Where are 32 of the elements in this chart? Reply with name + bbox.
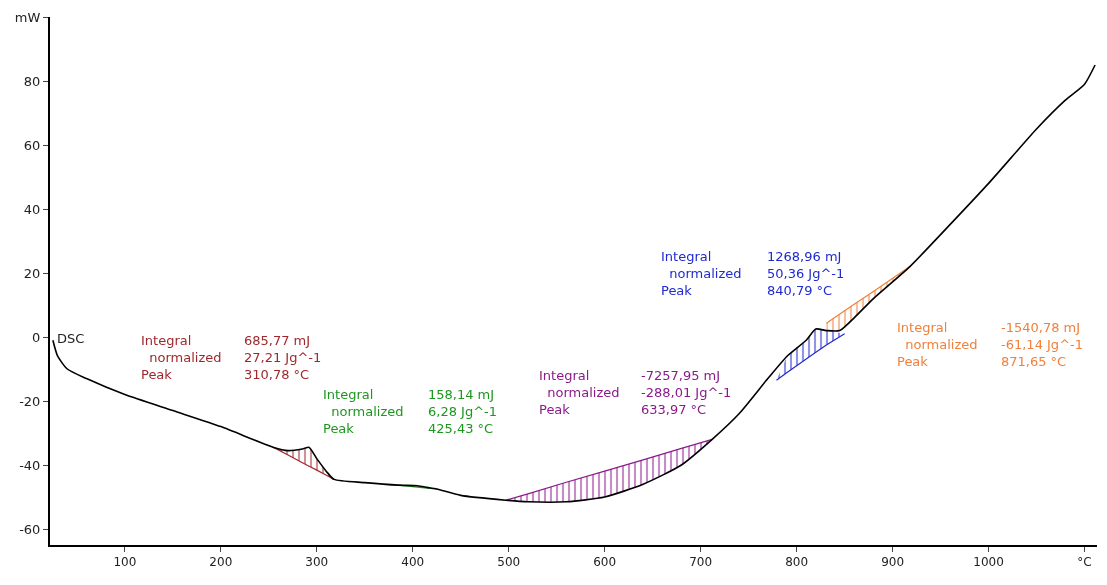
annotation: Integral normalized Peak [323,387,404,436]
annotation: Integral normalized Peak [141,333,222,382]
x-tick-label: 400 [401,555,425,570]
annotation: Integral normalized Peak [897,320,978,369]
y-tick-label: 80 [23,73,41,89]
x-tick-label: 100 [113,555,137,570]
y-tick-label: 0 [32,329,41,345]
annotation: 1268,96 mJ 50,36 Jg^-1 840,79 °C [767,249,845,298]
x-tick-label: 600 [593,555,617,570]
x-tick-label: 700 [689,555,713,570]
x-tick-label: 300 [305,555,329,570]
y-tick-label: -60 [19,521,41,537]
y-tick-label: 20 [23,265,41,281]
series-label: DSC [57,331,85,346]
x-tick-label: 1000 [973,555,1004,570]
annotation: Integral normalized Peak [661,249,742,298]
x-tick-label: 800 [785,555,809,570]
annotation: -7257,95 mJ -288,01 Jg^-1 633,97 °C [641,368,732,417]
y-tick-label: mW [14,9,41,25]
y-tick-label: -40 [19,457,41,473]
y-tick-label: -20 [19,393,41,409]
y-tick-label: 60 [23,137,41,153]
x-tick-label: 500 [497,555,521,570]
x-tick-label: 900 [881,555,905,570]
annotation: 685,77 mJ 27,21 Jg^-1 310,78 °C [244,333,322,382]
y-tick-label: 40 [23,201,41,217]
annotation: -1540,78 mJ -61,14 Jg^-1 871,65 °C [1001,320,1083,369]
annotation: 158,14 mJ 6,28 Jg^-1 425,43 °C [428,387,498,436]
x-tick-label: 200 [209,555,233,570]
line-series [52,64,1096,503]
annotation: Integral normalized Peak [539,368,620,417]
x-tick-label: °C [1077,555,1092,570]
